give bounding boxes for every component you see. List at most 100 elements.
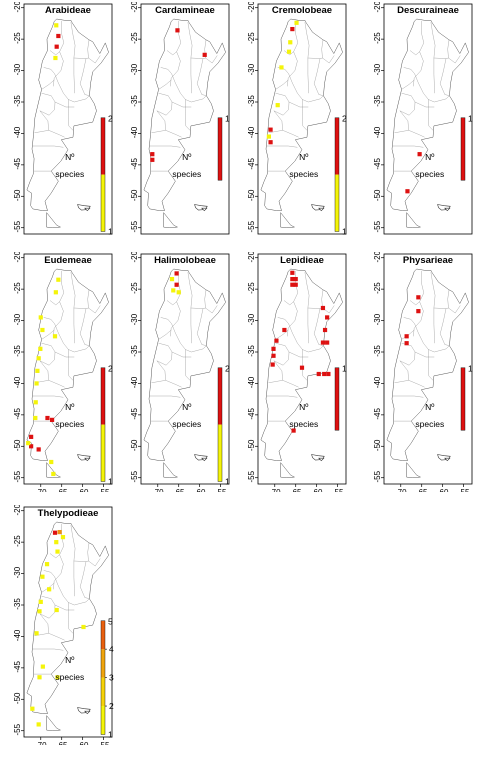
legend-caption-line1: Nº [65, 402, 74, 412]
province-boundary [70, 272, 76, 344]
legend-tick-label: 4 [109, 644, 114, 654]
province-boundary [70, 22, 76, 94]
x-tick-label: -65 [416, 488, 428, 492]
legend-max-label: 2 [225, 364, 230, 374]
province-boundary [149, 145, 181, 148]
x-tick-label: -60 [77, 488, 89, 492]
y-tick-label: -35 [13, 95, 22, 107]
province-boundary [428, 125, 434, 131]
legend-min-label: 1 [108, 226, 113, 236]
legend-caption-line2: species [55, 169, 84, 179]
legend-max-label: 1 [468, 114, 473, 124]
tierra-del-fuego-outline [406, 461, 422, 478]
species-cell [38, 346, 43, 351]
province-boundary [74, 598, 90, 606]
province-boundary [158, 79, 172, 90]
species-cell [268, 127, 273, 132]
province-boundary [392, 145, 424, 148]
map-panel: Cremolobeae -20 -25 -30 -35 -40 -45 -50 -55 2 1 Nº s… [236, 2, 352, 242]
plot-frame [257, 253, 347, 485]
province-boundary [197, 308, 207, 346]
species-cell [60, 535, 66, 540]
species-cell [56, 277, 61, 282]
legend-caption-line2: species [289, 169, 318, 179]
y-tick-label: -20 [247, 2, 256, 12]
province-boundary [185, 375, 191, 381]
legend-min-label: 1 [342, 226, 347, 236]
legend-bar-frame [100, 367, 106, 482]
x-tick-label: -60 [77, 741, 89, 745]
species-cell [325, 340, 330, 345]
species-cell [326, 371, 331, 377]
legend-band-high [218, 117, 222, 181]
species-cell [404, 334, 409, 339]
x-tick-label: -55 [332, 488, 344, 492]
province-boundary [34, 360, 49, 383]
legend-caption-line2: species [55, 419, 84, 429]
y-tick-label: -35 [373, 345, 382, 357]
province-boundary [39, 343, 56, 366]
province-boundary [158, 329, 172, 340]
species-cell [52, 334, 58, 339]
map-panel: Halimolobeae -20 -25 -30 -35 -40 -45 -50 -55 -70 -… [119, 252, 235, 492]
x-tick-label: -65 [173, 488, 185, 492]
y-tick-label: -50 [13, 189, 22, 201]
species-cell [202, 52, 207, 57]
province-boundary [171, 101, 192, 108]
legend-caption-line1: Nº [425, 152, 434, 162]
map-panel: Eudemeae -20 -25 -30 -35 -40 -45 -50 -55 -70 -65 -6… [2, 252, 118, 492]
province-boundary [414, 351, 435, 358]
country-outline [260, 18, 343, 211]
y-tick-label: -40 [373, 126, 382, 138]
species-cell [271, 353, 276, 358]
province-boundary [401, 79, 415, 90]
y-tick-label: -35 [373, 95, 382, 107]
legend-bar-frame [334, 117, 340, 232]
province-boundary [314, 308, 324, 346]
species-cell [266, 134, 271, 139]
legend-min-label: 1 [225, 476, 230, 486]
legend-max-label: 1 [342, 364, 347, 374]
y-tick-label: -30 [247, 63, 256, 75]
species-cell [56, 33, 61, 39]
species-cell [270, 362, 275, 367]
legend-band-high [101, 117, 105, 175]
province-boundary [74, 95, 90, 103]
plot-frame [383, 3, 473, 235]
province-boundary [165, 130, 182, 138]
species-cell [49, 417, 55, 422]
province-boundary [287, 20, 298, 87]
y-tick-label: -25 [373, 282, 382, 294]
legend-bar-frame [460, 367, 466, 431]
map-svg: Descuraineae -20 -25 -30 -35 -40 -45 -50 -55 1 Nº s… [373, 2, 473, 235]
map-panel: Arabideae -20 -25 -30 -35 -40 -45 -50 -55 2 1 Nº spe… [2, 2, 118, 242]
legend-band-high [335, 367, 339, 431]
species-cell [54, 44, 59, 49]
legend-caption-line1: Nº [425, 402, 434, 412]
province-boundary [80, 308, 90, 346]
x-tick-label: -65 [56, 741, 68, 745]
province-boundary [41, 79, 55, 90]
species-cell [286, 49, 292, 54]
species-cell [290, 282, 295, 287]
y-tick-label: -50 [130, 189, 139, 201]
y-tick-label: -30 [13, 313, 22, 325]
species-cell [417, 152, 422, 157]
falklands-outline [318, 207, 325, 212]
y-tick-label: -25 [130, 282, 139, 294]
y-tick-label: -40 [247, 376, 256, 388]
species-cell [54, 540, 59, 545]
y-tick-label: -20 [130, 252, 139, 262]
y-tick-label: -45 [247, 408, 256, 420]
y-tick-label: -30 [13, 63, 22, 75]
species-cell [322, 327, 328, 333]
province-boundary [409, 50, 420, 56]
province-boundary [156, 93, 173, 116]
legend-max-label: 5 [108, 617, 113, 627]
province-boundary [288, 351, 309, 358]
legend-band-low [101, 174, 105, 232]
legend-bar-frame [100, 117, 106, 232]
species-cell [405, 189, 410, 194]
species-cell [299, 365, 305, 370]
y-tick-label: -55 [247, 470, 256, 482]
